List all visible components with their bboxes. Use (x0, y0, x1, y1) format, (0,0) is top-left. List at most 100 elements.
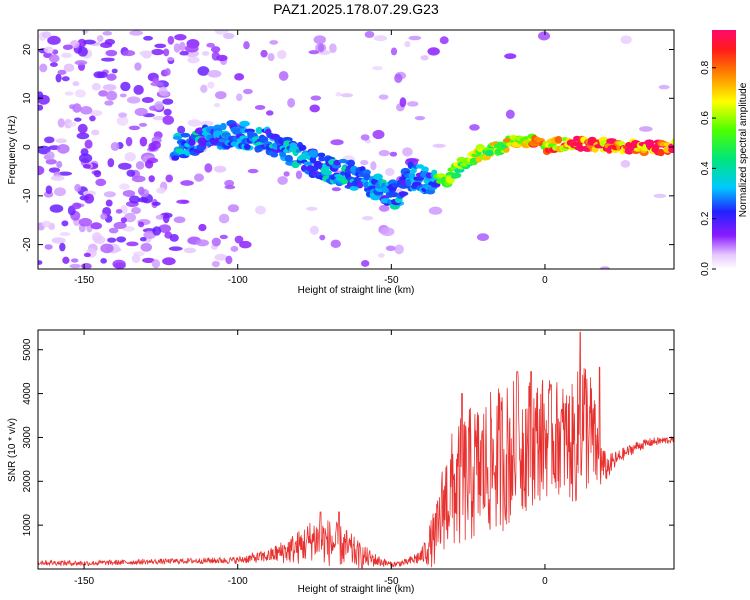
spectrogram-cell (126, 96, 141, 104)
spectrogram-cell (105, 49, 118, 57)
spectrogram-cell (59, 242, 66, 252)
spectrogram-cell (306, 206, 318, 211)
spectrogram-cell (505, 109, 515, 119)
spectrogram-cell (134, 107, 148, 117)
spectrogram-cell (122, 190, 136, 197)
spectrogram-cell (131, 207, 141, 214)
spectrogram-cell (162, 98, 174, 105)
spectrogram-cell (211, 237, 221, 247)
spectrogram-cell (260, 49, 268, 58)
y-tick-label: -10 (22, 188, 33, 203)
spectrogram-cell (80, 105, 93, 115)
spectrogram-cell (91, 129, 100, 136)
spectrogram-cell (116, 236, 127, 243)
spectrogram-cell (46, 151, 55, 160)
x-tick-label: -100 (228, 576, 248, 587)
spectrogram-cell (82, 164, 92, 169)
spectrogram-cell (44, 46, 54, 54)
spectrogram-cell (372, 173, 383, 180)
spectrogram-cell (356, 180, 364, 189)
spectrogram-cell (309, 104, 320, 113)
spectrogram-cell (128, 125, 141, 131)
spectrogram-cell (236, 93, 243, 102)
spectrogram-cell (214, 30, 229, 35)
spectrogram-cell (394, 244, 404, 255)
y-tick-label: 10 (22, 92, 33, 104)
spectrogram-cell (135, 161, 145, 170)
spectrogram-cell (428, 206, 443, 215)
spectrogram-cell (100, 213, 108, 220)
spectrogram-cell (78, 217, 93, 227)
spectrogram-cell (243, 144, 251, 150)
spectrogram-cell (41, 220, 52, 228)
spectrogram-cell (239, 120, 250, 127)
spectrogram-cell (100, 243, 114, 254)
spectrogram-cell (106, 73, 117, 81)
spectrogram-cells (38, 30, 674, 269)
spectrogram-cell (140, 242, 153, 252)
spectrogram-cell (378, 204, 390, 212)
spectrogram-cell (209, 138, 219, 145)
spectrogram-cell (360, 134, 370, 141)
spectrogram-cell (137, 197, 149, 203)
spectrogram-cell (200, 84, 208, 94)
spectrogram-cell (378, 253, 385, 258)
spectrogram-cell (167, 57, 174, 62)
spectrogram-cell (90, 222, 103, 230)
spectrogram-cell (243, 41, 250, 50)
spectrogram-cell (653, 193, 667, 199)
spectrogram-cell (213, 102, 221, 108)
spectrogram-cell (380, 227, 395, 237)
spectrogram-cell (139, 136, 148, 147)
spectrogram-cell (173, 43, 181, 53)
spectrogram-cell (129, 195, 140, 204)
spectrogram-cell (387, 191, 399, 198)
spectrogram-cell (330, 239, 341, 248)
spectrogram-cell (372, 66, 383, 71)
spectrogram-cell (105, 199, 113, 207)
spectrogram-cell (158, 224, 172, 233)
x-tick-label: -100 (228, 275, 248, 286)
spectrogram-cell (427, 47, 440, 56)
spectrogram-cell (421, 166, 429, 173)
spectrogram-cell (224, 179, 235, 187)
spectrogram-cell (142, 257, 155, 264)
spectrogram-cell (385, 245, 396, 251)
spectrogram-cell (48, 54, 60, 63)
spectrogram-cell (118, 112, 128, 118)
spectrogram-cell (370, 161, 377, 171)
x-tick-label: 0 (542, 275, 548, 286)
spectrogram-cell (152, 115, 166, 121)
spectrogram-cell (276, 50, 287, 60)
spectrogram-cell (215, 91, 227, 100)
snr-x-label: Height of straight line (km) (298, 584, 415, 595)
spectrogram-cell (151, 48, 164, 56)
spectrogram-cell (313, 35, 326, 45)
spectrogram-cell (168, 246, 183, 251)
spectrogram-cell (180, 180, 194, 186)
spectrogram-cell (101, 57, 115, 62)
spectrogram-cell (61, 220, 69, 227)
spectrogram-cell (137, 186, 145, 196)
spectrogram-cell (120, 217, 127, 224)
spectrogram-cell (620, 159, 631, 168)
spectrogram-cell (207, 81, 215, 89)
spectrogram-cell (402, 147, 413, 157)
spectrogram-cell (38, 104, 44, 111)
spectrogram-cell (111, 68, 118, 74)
spectrogram-cell (38, 145, 51, 155)
spectrogram-cell (184, 44, 199, 53)
spectrogram-cell (330, 139, 344, 146)
colorbar-tick-label: 0.0 (700, 262, 711, 276)
spectrogram-cell (364, 31, 375, 39)
spectrogram-cell (201, 51, 210, 56)
spectrogram-frame (37, 29, 675, 270)
spectrogram-cell (120, 81, 131, 92)
spectrogram-cell (360, 159, 369, 166)
spectrogram-cell (239, 240, 252, 249)
spectrogram-cell (39, 63, 48, 73)
spectrogram-cell (414, 116, 426, 121)
spectrogram-cell (179, 50, 189, 56)
spectrogram-cell (151, 259, 161, 269)
spectrogram-cell (105, 90, 118, 101)
